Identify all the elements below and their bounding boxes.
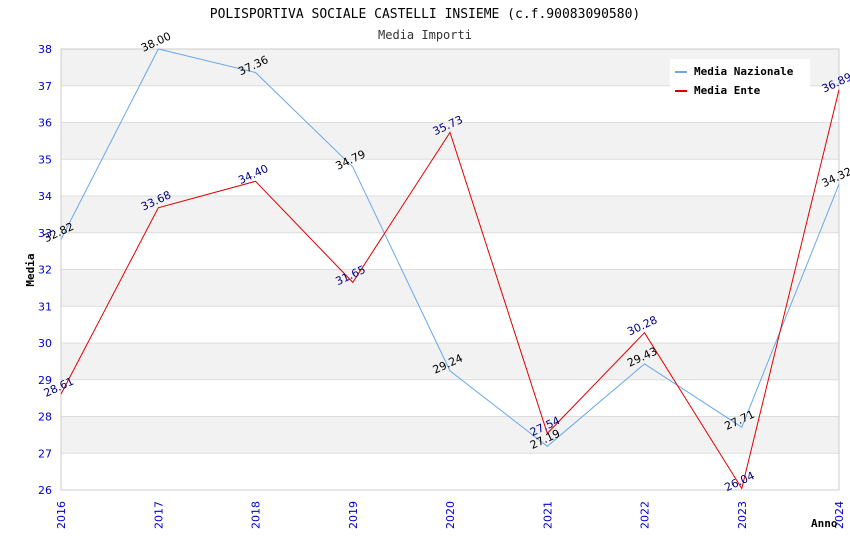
y-tick-label: 27: [38, 447, 52, 460]
x-tick-label: 2023: [736, 501, 749, 529]
y-tick-label: 32: [38, 264, 52, 277]
data-label: 32.82: [42, 220, 76, 245]
grid-bands: [61, 49, 839, 454]
x-tick-label: 2019: [347, 501, 360, 529]
x-axis-label: Anno: [811, 517, 838, 530]
y-tick-label: 33: [38, 227, 52, 240]
legend: Media Nazionale Media Ente: [670, 59, 810, 101]
grid-band: [61, 122, 839, 160]
data-label: 34.32: [820, 165, 850, 190]
y-tick-label: 36: [38, 117, 52, 130]
x-tick-label: 2017: [152, 501, 165, 529]
x-tick-label: 2021: [541, 501, 554, 529]
x-tick-label: 2018: [250, 501, 263, 529]
y-tick-label: 34: [38, 190, 52, 203]
y-axis-label: Media: [24, 253, 37, 286]
y-tick-label: 30: [38, 337, 52, 350]
grid-band: [61, 196, 839, 233]
y-tick-label: 31: [38, 300, 52, 313]
x-tick-label: 2020: [444, 501, 457, 529]
plot-area: [60, 48, 840, 491]
y-tick-label: 35: [38, 153, 52, 166]
data-label: 34.40: [236, 162, 270, 187]
x-tick-labels: 2016 2017 2018 2019 2020 2021 2022 2023 2024: [55, 501, 846, 529]
y-tick-label: 29: [38, 374, 52, 387]
legend-label-media-nazionale: Media Nazionale: [694, 65, 794, 78]
y-tick-labels: 26 27 28 29 30 31 32 33 34 35 36 37 38: [38, 43, 52, 497]
grid-band: [61, 343, 839, 380]
series-lines: [60, 48, 840, 490]
x-tick-label: 2022: [639, 501, 652, 529]
chart-subtitle: Media Importi: [378, 28, 472, 42]
y-tick-label: 28: [38, 411, 52, 424]
x-tick-label: 2016: [55, 501, 68, 529]
grid-band: [61, 416, 839, 454]
y-tick-label: 26: [38, 484, 52, 497]
grid-band: [61, 269, 839, 307]
x-tick-label: 2024: [833, 501, 846, 529]
legend-box: [670, 59, 810, 101]
series-line-0: [60, 48, 840, 447]
legend-label-media-ente: Media Ente: [694, 84, 761, 97]
chart-title: POLISPORTIVA SOCIALE CASTELLI INSIEME (c…: [210, 7, 640, 22]
series-line-1: [60, 89, 840, 490]
y-tick-label: 37: [38, 80, 52, 93]
y-tick-label: 38: [38, 43, 52, 56]
